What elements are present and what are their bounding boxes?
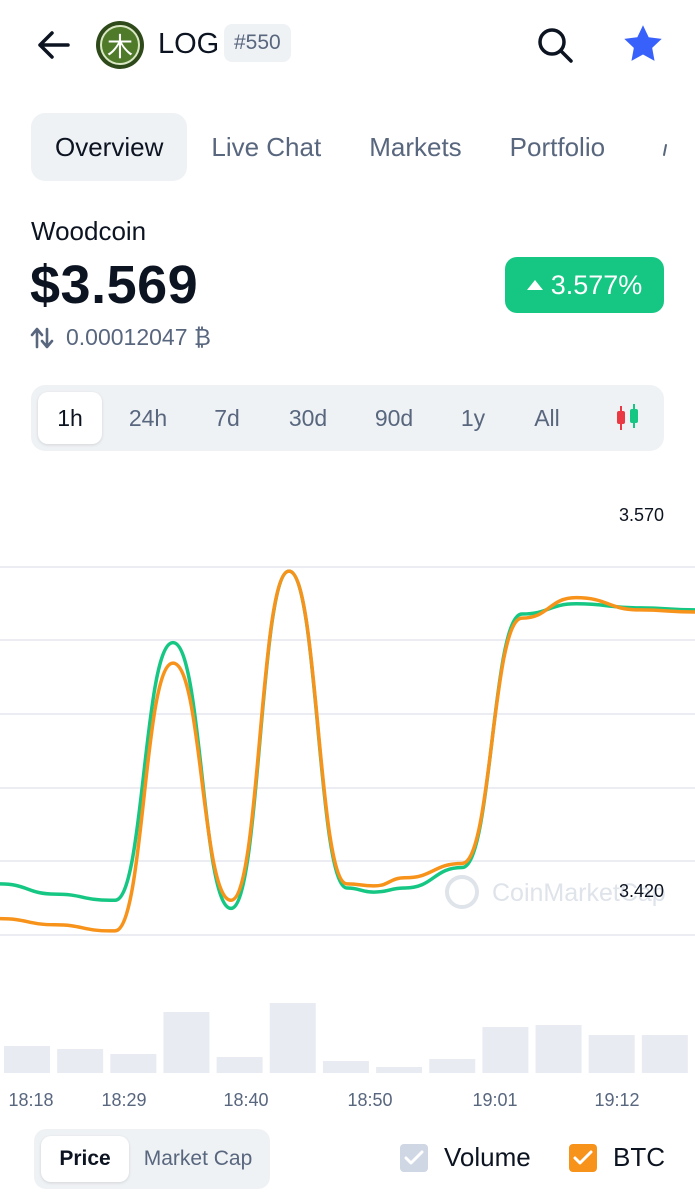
x-axis-label: 19:12	[594, 1090, 639, 1110]
volume-checkbox[interactable]	[400, 1143, 428, 1172]
price-series-line	[0, 569, 695, 933]
candlestick-icon[interactable]	[610, 400, 646, 436]
coin-symbol: LOG	[158, 28, 220, 60]
timeframe-all[interactable]: All	[534, 405, 560, 431]
timeframe-7d[interactable]: 7d	[214, 405, 240, 431]
x-axis-label: 18:50	[347, 1090, 392, 1110]
coin-logo: 木	[96, 21, 144, 69]
y-axis-label: 3.570	[619, 505, 664, 525]
volume-bar	[535, 1025, 582, 1073]
volume-bar	[269, 1003, 316, 1073]
tab-markets[interactable]: Markets	[369, 132, 462, 162]
btc-price-row[interactable]: 0.00012047 ₿	[30, 324, 211, 351]
caret-up-icon	[526, 280, 543, 290]
swap-arrows-icon	[30, 327, 54, 348]
tab-bar: Overview Live Chat Markets Portfolio	[31, 113, 629, 181]
btc-toggle[interactable]: BTC	[569, 1142, 665, 1173]
header: 木 LOG #550	[0, 0, 695, 90]
timeframe-90d[interactable]: 90d	[374, 405, 414, 431]
watchlist-star-button[interactable]	[617, 18, 669, 70]
volume-bar	[216, 1057, 263, 1073]
y-axis-label: 3.420	[619, 881, 664, 901]
price-chart-svg: CoinMarketCap 3.570 3.420 18:18 18:29 18:40 18…	[0, 505, 695, 1110]
timeframe-24h[interactable]: 24h	[128, 405, 168, 431]
rank-badge: #550	[224, 24, 291, 62]
btc-label: BTC	[613, 1142, 665, 1172]
search-icon	[538, 28, 573, 63]
price-chart[interactable]: CoinMarketCap 3.570 3.420 18:18 18:29 18:40 18…	[0, 490, 695, 1120]
mode-price[interactable]: Price	[41, 1136, 129, 1182]
coin-name: Woodcoin	[31, 216, 147, 246]
x-axis-label: 18:29	[101, 1090, 146, 1110]
volume-bar	[322, 1061, 369, 1073]
timeframe-1h[interactable]: 1h	[38, 392, 102, 444]
price-change-value: 3.577%	[550, 269, 643, 300]
volume-bar	[429, 1059, 476, 1073]
tab-overview[interactable]: Overview	[31, 113, 188, 181]
x-axis-label: 18:40	[223, 1090, 268, 1110]
volume-toggle[interactable]: Volume	[400, 1142, 531, 1173]
price-series-line	[0, 569, 695, 911]
logo-glyph: 木	[100, 25, 140, 65]
volume-bar	[4, 1046, 50, 1073]
volume-bar	[110, 1054, 157, 1073]
timeframe-1y[interactable]: 1y	[460, 405, 486, 431]
timeframe-30d[interactable]: 30d	[288, 405, 328, 431]
check-icon	[404, 1150, 424, 1164]
coin-price: $3.569	[30, 255, 199, 315]
timeframe-selector: 1h 24h 7d 30d 90d 1y All	[31, 385, 664, 451]
volume-bar	[57, 1049, 104, 1073]
price-change-badge: 3.577%	[505, 257, 664, 313]
btc-price: 0.00012047 ₿	[66, 324, 211, 350]
x-axis-label: 18:18	[8, 1090, 53, 1110]
arrow-left-icon	[38, 31, 70, 59]
tab-portfolio[interactable]: Portfolio	[509, 132, 606, 162]
volume-bar	[588, 1035, 635, 1073]
chart-mode-toggle: Price Market Cap	[34, 1129, 270, 1189]
mode-market-cap[interactable]: Market Cap	[143, 1147, 253, 1170]
svg-text:CoinMarketCap: CoinMarketCap	[492, 879, 666, 907]
back-button[interactable]	[30, 22, 76, 68]
star-icon	[624, 25, 662, 61]
volume-bar	[163, 1012, 210, 1073]
volume-bar	[482, 1027, 529, 1073]
x-axis-label: 19:01	[472, 1090, 517, 1110]
volume-label: Volume	[444, 1142, 531, 1172]
search-button[interactable]	[530, 20, 580, 70]
volume-bar	[641, 1035, 688, 1073]
tab-live-chat[interactable]: Live Chat	[211, 132, 322, 162]
check-icon	[573, 1150, 593, 1164]
btc-checkbox[interactable]	[569, 1143, 597, 1172]
tab-overflow-icon	[663, 144, 667, 156]
coinmarketcap-watermark: CoinMarketCap	[445, 875, 666, 909]
volume-bar	[376, 1067, 423, 1073]
